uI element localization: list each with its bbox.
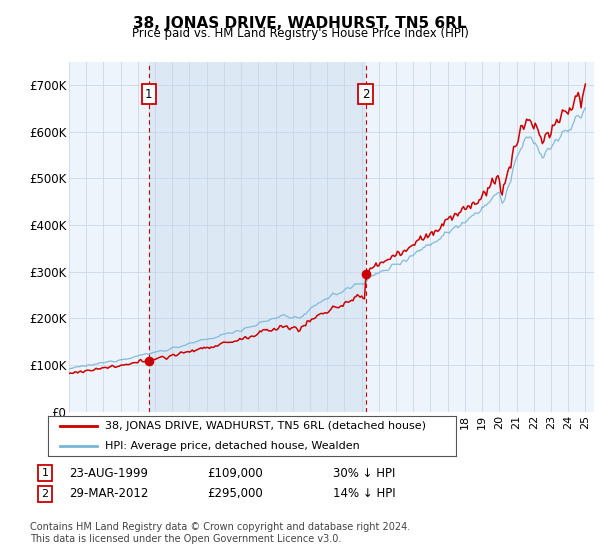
Text: 14% ↓ HPI: 14% ↓ HPI bbox=[333, 487, 395, 501]
Text: 38, JONAS DRIVE, WADHURST, TN5 6RL (detached house): 38, JONAS DRIVE, WADHURST, TN5 6RL (deta… bbox=[105, 421, 426, 431]
Text: 23-AUG-1999: 23-AUG-1999 bbox=[69, 466, 148, 480]
Text: £295,000: £295,000 bbox=[207, 487, 263, 501]
Text: 38, JONAS DRIVE, WADHURST, TN5 6RL: 38, JONAS DRIVE, WADHURST, TN5 6RL bbox=[133, 16, 467, 31]
Text: HPI: Average price, detached house, Wealden: HPI: Average price, detached house, Weal… bbox=[105, 441, 360, 451]
Text: Price paid vs. HM Land Registry's House Price Index (HPI): Price paid vs. HM Land Registry's House … bbox=[131, 27, 469, 40]
Bar bbox=[149, 62, 365, 412]
Text: 1: 1 bbox=[145, 88, 152, 101]
Text: 30% ↓ HPI: 30% ↓ HPI bbox=[333, 466, 395, 480]
Text: 1: 1 bbox=[41, 468, 49, 478]
Text: 2: 2 bbox=[41, 489, 49, 499]
Text: Contains HM Land Registry data © Crown copyright and database right 2024.
This d: Contains HM Land Registry data © Crown c… bbox=[30, 522, 410, 544]
Text: £109,000: £109,000 bbox=[207, 466, 263, 480]
Text: 2: 2 bbox=[362, 88, 370, 101]
Text: 29-MAR-2012: 29-MAR-2012 bbox=[69, 487, 148, 501]
